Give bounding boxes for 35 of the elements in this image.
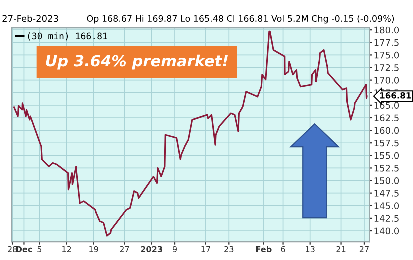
- x-tick-label: Dec: [16, 246, 32, 252]
- x-tick-label: 17: [202, 246, 210, 252]
- x-tick-label: 2023: [141, 246, 162, 252]
- y-tick-label: 172.5: [374, 64, 399, 72]
- x-tick-label: 5: [38, 246, 42, 252]
- y-tick-label: 165.0: [374, 102, 400, 109]
- chart-subtitle: Op 168.67 Hi 169.87 Lo 165.48 Cl 166.81 Vol 5.2M Chg -0.15 (-0.09%): [87, 15, 394, 24]
- y-tick-label: 142.5: [374, 215, 399, 222]
- y-tick-label: 147.5: [374, 190, 399, 197]
- x-tick-label: 27: [360, 246, 369, 252]
- x-tick-label: 23: [224, 246, 234, 252]
- chart-title: 27-Feb-2023: [2, 15, 58, 22]
- y-tick-label: 180.0: [374, 26, 400, 34]
- y-tick-label: 160.0: [374, 127, 400, 134]
- x-tick-label: 6: [281, 246, 286, 252]
- x-tick-label: 21: [336, 246, 346, 252]
- y-tick-label: 157.5: [374, 140, 399, 147]
- x-tick-label: Feb: [256, 246, 272, 252]
- x-tick-label: 19: [90, 246, 98, 252]
- y-tick-label: 162.5: [374, 114, 399, 122]
- x-tick-label: 13: [306, 246, 315, 252]
- y-tick-label: 155.0: [374, 152, 400, 160]
- annotation: 166.81: [380, 92, 412, 99]
- y-tick-label: 145.0: [374, 202, 400, 210]
- annotation: Up 3.64% premarket!: [46, 54, 228, 70]
- y-tick-label: 170.0: [374, 77, 400, 84]
- x-tick-label: 9: [172, 246, 178, 252]
- y-tick-label: 140.0: [374, 228, 400, 235]
- x-tick-label: 27: [120, 246, 130, 252]
- y-tick-label: 177.5: [374, 39, 399, 46]
- text: (30 min) 166.81: [28, 32, 108, 41]
- y-tick-label: 150.0: [374, 178, 400, 184]
- x-tick-label: 12: [62, 246, 72, 252]
- y-tick-label: 152.5: [374, 164, 399, 172]
- y-tick-label: 175.0: [374, 52, 400, 59]
